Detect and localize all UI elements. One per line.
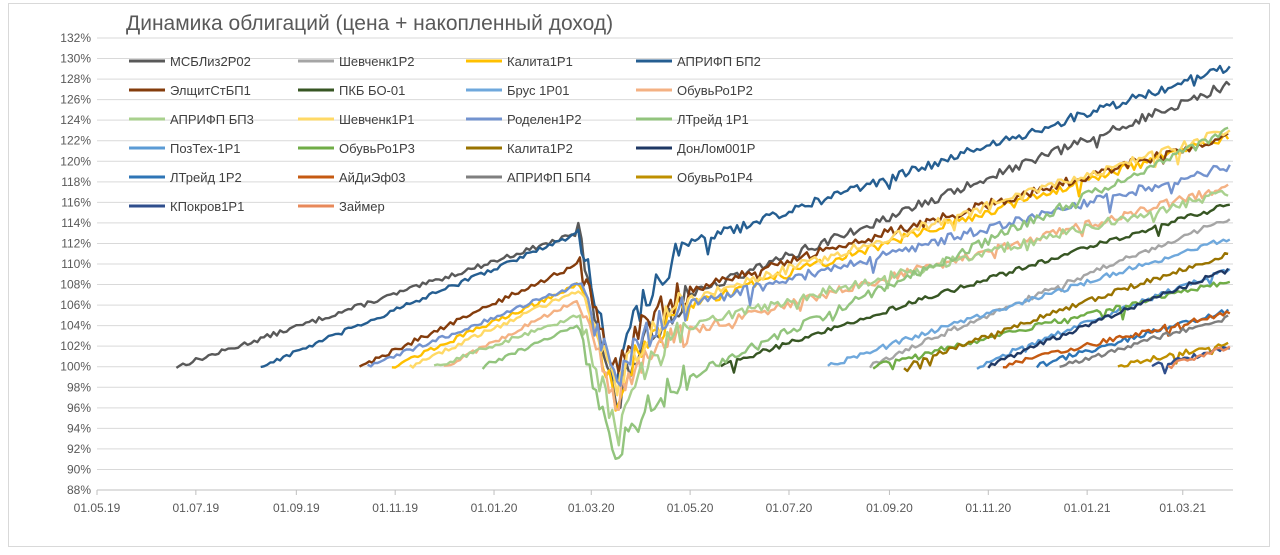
legend-label: ОбувьРо1Р2 bbox=[677, 83, 753, 98]
axes: 88% 90% 92% 94% 96% 98% 100% 102% 104% 106% 108% 11… bbox=[60, 31, 1233, 515]
x-tick-label: 01.03.20 bbox=[568, 501, 615, 515]
y-tick-label: 120% bbox=[60, 154, 91, 168]
series-line-роделен1р2 bbox=[367, 164, 1231, 387]
y-tick-label: 112% bbox=[61, 236, 91, 250]
bond-dynamics-chart: Динамика облигаций (цена + накопленный д… bbox=[60, 12, 1233, 515]
series-line-донлом001р bbox=[987, 267, 1230, 369]
legend-label: Калита1Р1 bbox=[507, 54, 573, 69]
y-tick-label: 92% bbox=[67, 442, 91, 456]
legend-label: МСБЛиз2Р02 bbox=[170, 54, 251, 69]
x-tick-label: 01.03.21 bbox=[1159, 501, 1206, 515]
series-line-калита1р2 bbox=[903, 252, 1229, 373]
series-line-займер bbox=[1167, 345, 1231, 370]
legend-label: Займер bbox=[339, 199, 385, 214]
legend-label: ПКБ БО-01 bbox=[339, 83, 405, 98]
x-tick-label: 01.07.20 bbox=[766, 501, 813, 515]
gridlines bbox=[97, 37, 1233, 491]
y-tick-label: 94% bbox=[67, 421, 91, 435]
x-tick-label: 01.05.19 bbox=[74, 501, 121, 515]
legend-label: ЛТрейд 1Р2 bbox=[170, 170, 242, 185]
y-tick-label: 124% bbox=[60, 113, 91, 127]
y-tick-label: 126% bbox=[60, 93, 91, 107]
series-line-брус-1р01 bbox=[827, 238, 1231, 367]
chart-title: Динамика облигаций (цена + накопленный д… bbox=[126, 12, 613, 35]
y-tick-label: 96% bbox=[67, 401, 91, 415]
legend-label: АйДиЭф03 bbox=[339, 170, 406, 185]
x-tick-label: 01.09.19 bbox=[273, 501, 320, 515]
y-tick-label: 104% bbox=[60, 319, 91, 333]
y-tick-label: 118% bbox=[61, 175, 91, 189]
legend-label: ОбувьРо1Р4 bbox=[677, 170, 753, 185]
series-line-пкб-бо-01 bbox=[720, 203, 1230, 374]
y-tick-label: 132% bbox=[60, 31, 91, 45]
legend-label: АПРИФП БП2 bbox=[677, 54, 761, 69]
x-tick-label: 01.11.19 bbox=[372, 501, 418, 515]
y-tick-label: 130% bbox=[60, 52, 91, 66]
legend-label: ЛТрейд 1Р1 bbox=[677, 112, 749, 127]
x-tick-label: 01.11.20 bbox=[965, 501, 1011, 515]
legend: МСБЛиз2Р02 Шевченк1Р2 Калита1Р1 АПРИФП БП2 Э… bbox=[129, 54, 761, 214]
y-tick-label: 114% bbox=[61, 216, 91, 230]
series-line-шевченк1р2 bbox=[868, 218, 1231, 369]
legend-label: ДонЛом001Р bbox=[677, 141, 755, 156]
x-tick-label: 01.09.20 bbox=[866, 501, 913, 515]
y-tick-label: 100% bbox=[60, 360, 91, 374]
y-tick-label: 98% bbox=[67, 380, 91, 394]
legend-label: АПРИФП БП4 bbox=[507, 170, 591, 185]
legend-label: АПРИФП БП3 bbox=[170, 112, 254, 127]
legend-label: Брус 1Р01 bbox=[507, 83, 569, 98]
legend-label: ОбувьРо1Р3 bbox=[339, 141, 415, 156]
series-line-лтрейд-1р1 bbox=[481, 126, 1229, 460]
legend-label: Шевченк1Р1 bbox=[339, 112, 414, 127]
x-tick-label: 01.05.20 bbox=[667, 501, 714, 515]
legend-label: ПозТех-1Р1 bbox=[170, 141, 241, 156]
chart-frame: Динамика облигаций (цена + накопленный д… bbox=[8, 3, 1270, 547]
series-line-шевченк1р1 bbox=[409, 129, 1231, 397]
legend-label: ЭлщитСтБП1 bbox=[170, 83, 251, 98]
legend-label: Шевченк1Р2 bbox=[339, 54, 414, 69]
legend-label: Роделен1Р2 bbox=[507, 112, 582, 127]
x-tick-label: 01.01.20 bbox=[471, 501, 518, 515]
series-line-априфп-бп4 bbox=[1059, 314, 1229, 368]
y-tick-label: 106% bbox=[60, 298, 91, 312]
y-tick-label: 128% bbox=[60, 72, 91, 86]
series-line-обувьро1р4 bbox=[1117, 341, 1229, 368]
x-tick-label: 01.07.19 bbox=[172, 501, 219, 515]
series-line-мсблиз2р02 bbox=[175, 80, 1231, 411]
series-line-элщитстбп1 bbox=[358, 132, 1229, 375]
legend-label: КПокров1Р1 bbox=[170, 199, 244, 214]
series-line-априфп-бп3 bbox=[433, 189, 1229, 447]
series-lines bbox=[175, 64, 1231, 460]
y-tick-label: 110% bbox=[61, 257, 91, 271]
y-tick-label: 90% bbox=[67, 462, 91, 476]
y-tick-label: 122% bbox=[60, 134, 91, 148]
y-tick-label: 102% bbox=[60, 339, 91, 353]
y-tick-label: 116% bbox=[61, 195, 91, 209]
series-line-априфп-бп2 bbox=[260, 64, 1231, 382]
series-line-айдиэф03 bbox=[1002, 310, 1231, 369]
x-tick-label: 01.01.21 bbox=[1064, 501, 1111, 515]
y-tick-label: 88% bbox=[67, 483, 91, 497]
series-line-лтрейд-1р2 bbox=[1035, 308, 1230, 369]
legend-label: Калита1Р2 bbox=[507, 141, 573, 156]
y-tick-label: 108% bbox=[60, 278, 91, 292]
